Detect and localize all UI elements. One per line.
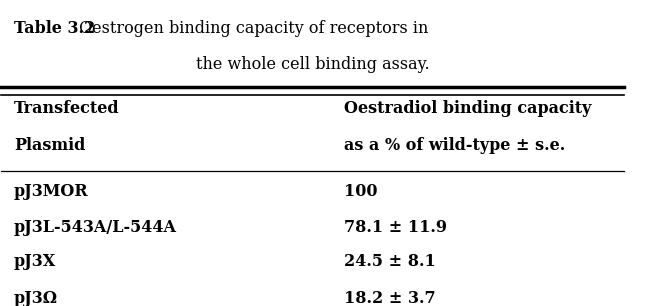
Text: Oestradiol binding capacity: Oestradiol binding capacity — [344, 100, 591, 117]
Text: Transfected: Transfected — [14, 100, 120, 117]
Text: as a % of wild-type ± s.e.: as a % of wild-type ± s.e. — [344, 137, 565, 154]
Text: the whole cell binding assay.: the whole cell binding assay. — [196, 56, 430, 73]
Text: Oestrogen binding capacity of receptors in: Oestrogen binding capacity of receptors … — [74, 21, 428, 37]
Text: Table 3.2: Table 3.2 — [14, 21, 95, 37]
Text: pJ3MOR: pJ3MOR — [14, 183, 89, 200]
Text: 24.5 ± 8.1: 24.5 ± 8.1 — [344, 253, 435, 270]
Text: pJ3L-543A/L-544A: pJ3L-543A/L-544A — [14, 219, 177, 237]
Text: 100: 100 — [344, 183, 377, 200]
Text: Plasmid: Plasmid — [14, 137, 85, 154]
Text: pJ3X: pJ3X — [14, 253, 56, 270]
Text: 78.1 ± 11.9: 78.1 ± 11.9 — [344, 219, 447, 237]
Text: 18.2 ± 3.7: 18.2 ± 3.7 — [344, 290, 435, 306]
Text: pJ3Ω: pJ3Ω — [14, 290, 58, 306]
